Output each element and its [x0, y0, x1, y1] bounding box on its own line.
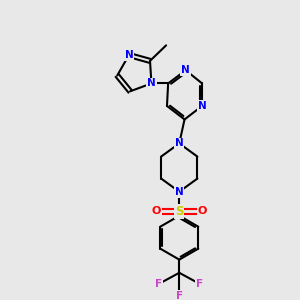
Text: N: N [147, 78, 156, 88]
Text: F: F [176, 291, 183, 300]
Text: N: N [175, 138, 184, 148]
Text: F: F [155, 279, 162, 289]
Text: O: O [152, 206, 161, 216]
Text: O: O [197, 206, 207, 216]
Text: F: F [196, 279, 203, 289]
Text: N: N [181, 65, 190, 75]
Text: N: N [124, 50, 133, 60]
Text: N: N [175, 187, 184, 197]
Text: S: S [175, 205, 184, 218]
Text: N: N [198, 101, 206, 111]
